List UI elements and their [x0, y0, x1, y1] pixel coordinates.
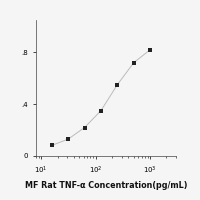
- Point: [148, 48, 152, 51]
- Point: [99, 109, 103, 112]
- Point: [83, 126, 86, 129]
- X-axis label: MF Rat TNF-α Concentration(pg/mL): MF Rat TNF-α Concentration(pg/mL): [25, 181, 187, 190]
- Point: [132, 61, 135, 64]
- Point: [116, 83, 119, 86]
- Point: [67, 138, 70, 141]
- Point: [50, 144, 53, 147]
